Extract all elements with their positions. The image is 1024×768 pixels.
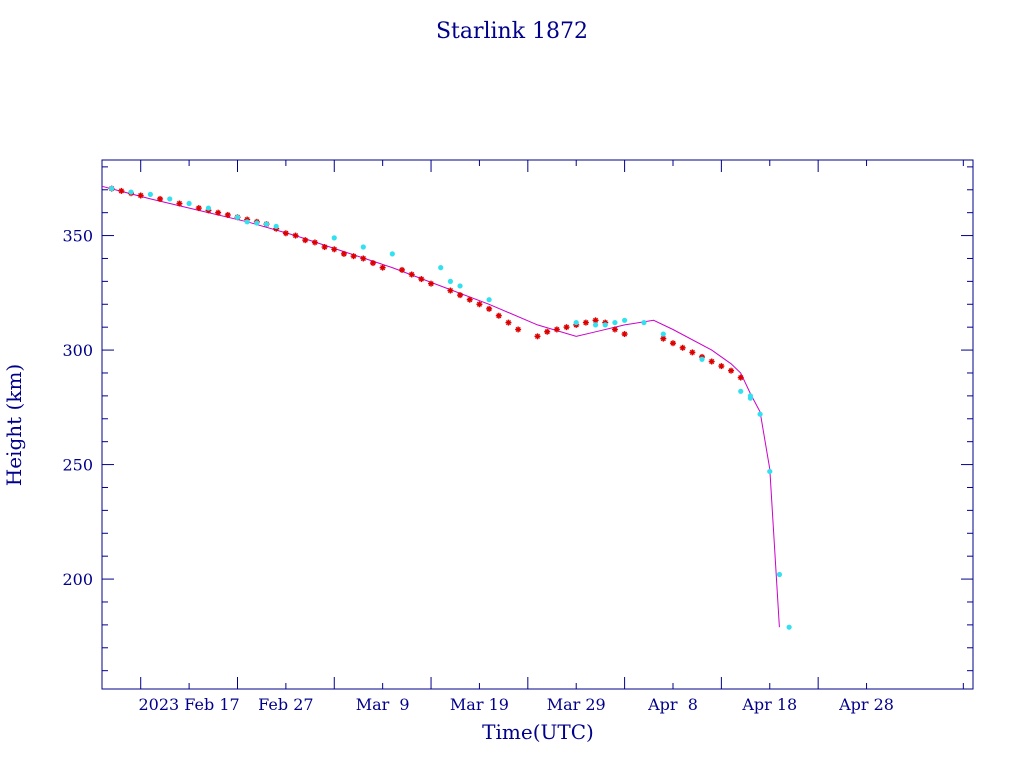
red-star-marker bbox=[737, 374, 744, 381]
red-star-marker bbox=[418, 276, 425, 283]
red-star-marker bbox=[534, 333, 541, 340]
red-star-marker bbox=[457, 292, 464, 299]
cyan-dot-marker bbox=[447, 278, 453, 284]
red-star-marker bbox=[340, 250, 347, 257]
cyan-dot-marker bbox=[205, 205, 212, 211]
red-star-marker bbox=[505, 319, 512, 326]
cyan-dot-marker bbox=[360, 244, 366, 250]
chart-title: Starlink 1872 bbox=[436, 19, 588, 44]
cyan-dot-marker bbox=[573, 319, 579, 326]
cyan-dot-marker bbox=[254, 220, 260, 226]
red-star-marker bbox=[515, 326, 522, 333]
red-star-marker bbox=[621, 331, 628, 338]
red-star-marker bbox=[369, 260, 376, 267]
red-star-marker bbox=[563, 324, 570, 331]
x-tick-label: Apr 28 bbox=[838, 695, 894, 714]
red-star-marker bbox=[447, 287, 454, 294]
red-star-marker bbox=[137, 192, 144, 199]
red-star-marker bbox=[728, 367, 735, 374]
series-layer bbox=[101, 185, 792, 630]
red-star-marker bbox=[689, 349, 696, 356]
red-star-marker bbox=[379, 264, 386, 271]
red-star-marker bbox=[476, 301, 483, 308]
red-star-marker bbox=[321, 244, 328, 251]
red-star-marker bbox=[118, 187, 125, 194]
cyan-dot-marker bbox=[641, 319, 647, 326]
red-star-marker bbox=[679, 344, 686, 351]
cyan-dot-marker bbox=[147, 191, 153, 197]
y-tick-label: 200 bbox=[62, 570, 93, 589]
cyan-dot-marker bbox=[757, 411, 763, 417]
red-star-marker bbox=[486, 305, 493, 312]
cyan-dot-marker bbox=[128, 189, 134, 195]
red-star-marker bbox=[195, 205, 202, 212]
x-tick-label: 2023 Feb 17 bbox=[139, 695, 240, 714]
cyan-dot-marker bbox=[438, 265, 444, 271]
red-star-marker bbox=[669, 340, 676, 347]
cyan-dot-marker bbox=[602, 322, 608, 328]
red-star-marker bbox=[282, 230, 289, 237]
x-axis-label: Time(UTC) bbox=[482, 720, 594, 744]
red-star-marker bbox=[350, 253, 357, 260]
cyan-dot-marker bbox=[776, 571, 783, 578]
axis-ticks bbox=[102, 160, 973, 689]
cyan-dot-marker bbox=[786, 624, 792, 630]
cyan-dot-marker bbox=[767, 468, 773, 475]
red-star-marker bbox=[408, 271, 415, 278]
cyan-dot-marker bbox=[244, 219, 250, 225]
red-star-marker bbox=[224, 211, 231, 218]
cyan-dot-marker bbox=[747, 395, 754, 401]
x-tick-label: Mar 9 bbox=[356, 695, 410, 714]
red-star-marker bbox=[495, 312, 502, 319]
axis-tick-labels: 2023 Feb 17 Feb 27 Mar 9 Mar 19 Mar 29 Apr 8 A… bbox=[62, 227, 894, 714]
x-tick-label: Apr 8 bbox=[647, 695, 698, 714]
red-star-marker bbox=[215, 209, 222, 216]
cyan-dot-marker bbox=[592, 322, 599, 328]
x-tick-label: Apr 18 bbox=[741, 695, 797, 714]
red-star-marker bbox=[311, 239, 318, 246]
red-star-marker bbox=[611, 326, 618, 333]
cyan-dot-marker bbox=[263, 221, 270, 227]
red-star-marker bbox=[176, 200, 183, 207]
cyan-dot-marker bbox=[109, 186, 115, 192]
red-star-marker bbox=[708, 358, 715, 365]
cyan-dot-marker bbox=[457, 283, 463, 289]
x-tick-label: Mar 29 bbox=[547, 695, 606, 714]
red-star-marker bbox=[718, 363, 725, 370]
height-trend-line bbox=[101, 185, 780, 628]
cyan-dot-marker bbox=[389, 251, 395, 257]
red-star-marker bbox=[466, 296, 473, 303]
red-star-marker bbox=[331, 246, 338, 253]
cyan-dot-marker bbox=[186, 200, 192, 207]
red-star-marker bbox=[399, 266, 406, 273]
red-star-marker bbox=[428, 280, 435, 287]
plot-frame bbox=[101, 159, 974, 690]
x-tick-label: Mar 19 bbox=[450, 695, 509, 714]
red-star-marker bbox=[544, 328, 551, 335]
cyan-dot-marker bbox=[699, 356, 705, 362]
y-tick-label: 250 bbox=[62, 456, 93, 475]
cyan-dot-marker bbox=[273, 223, 279, 230]
red-star-marker bbox=[157, 195, 164, 202]
cyan-dot-marker bbox=[622, 317, 628, 323]
red-star-marker bbox=[553, 326, 560, 333]
red-star-marker bbox=[292, 232, 299, 239]
x-tick-label: Feb 27 bbox=[258, 695, 313, 714]
y-tick-label: 300 bbox=[62, 341, 93, 360]
cyan-dot-marker bbox=[738, 388, 744, 394]
cyan-dot-marker bbox=[486, 297, 492, 303]
cyan-dot-marker bbox=[234, 214, 241, 220]
cyan-dot-marker bbox=[331, 235, 337, 241]
cyan-dot-marker bbox=[612, 319, 618, 326]
cyan-dot-marker bbox=[660, 331, 666, 337]
y-tick-label: 350 bbox=[62, 227, 93, 246]
cyan-dot-marker bbox=[167, 196, 173, 202]
red-star-marker bbox=[360, 255, 367, 262]
red-star-marker bbox=[302, 237, 309, 244]
y-axis-label: Height (km) bbox=[2, 364, 26, 486]
red-star-marker bbox=[582, 319, 589, 326]
